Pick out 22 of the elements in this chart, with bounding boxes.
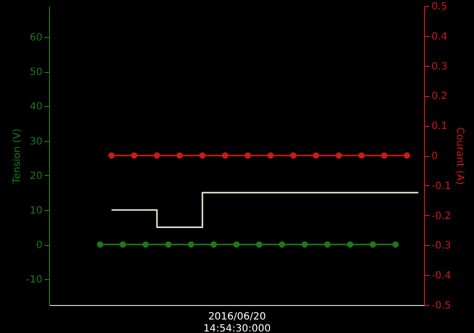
y2-tick-label: 0.3 (432, 61, 448, 72)
y2-tick-label: 0.4 (432, 31, 448, 42)
y2-tick-label: -0.2 (432, 210, 452, 222)
y2-tick-label: 0.1 (432, 121, 448, 132)
y2-tick-label: 0 (432, 151, 438, 162)
y2-tick-label: 0.5 (432, 2, 448, 12)
y-axis-title: Tension (V) (12, 128, 24, 185)
y-tick-label: 20 (30, 170, 42, 182)
y-tick-label: 30 (30, 136, 42, 148)
y-tick-label: 60 (30, 32, 42, 44)
y2-tick-label: 0.2 (432, 91, 448, 102)
y2-tick-label: -0.4 (432, 270, 452, 282)
y2-tick-label: -0.5 (432, 300, 452, 312)
y2-tick-label: -0.1 (432, 180, 452, 192)
x-axis-title: 2016/06/20 14:54:30:000 (203, 312, 271, 333)
y2-axis-title: Courant (A) (454, 127, 466, 185)
y-tick-label: 0 (36, 240, 42, 252)
y-tick-label: 50 (30, 67, 42, 78)
y2-tick-label: -0.3 (432, 240, 452, 252)
y-tick-label: 40 (30, 102, 42, 113)
y-tick-label: -10 (26, 274, 42, 286)
y-tick-label: 10 (30, 205, 42, 216)
